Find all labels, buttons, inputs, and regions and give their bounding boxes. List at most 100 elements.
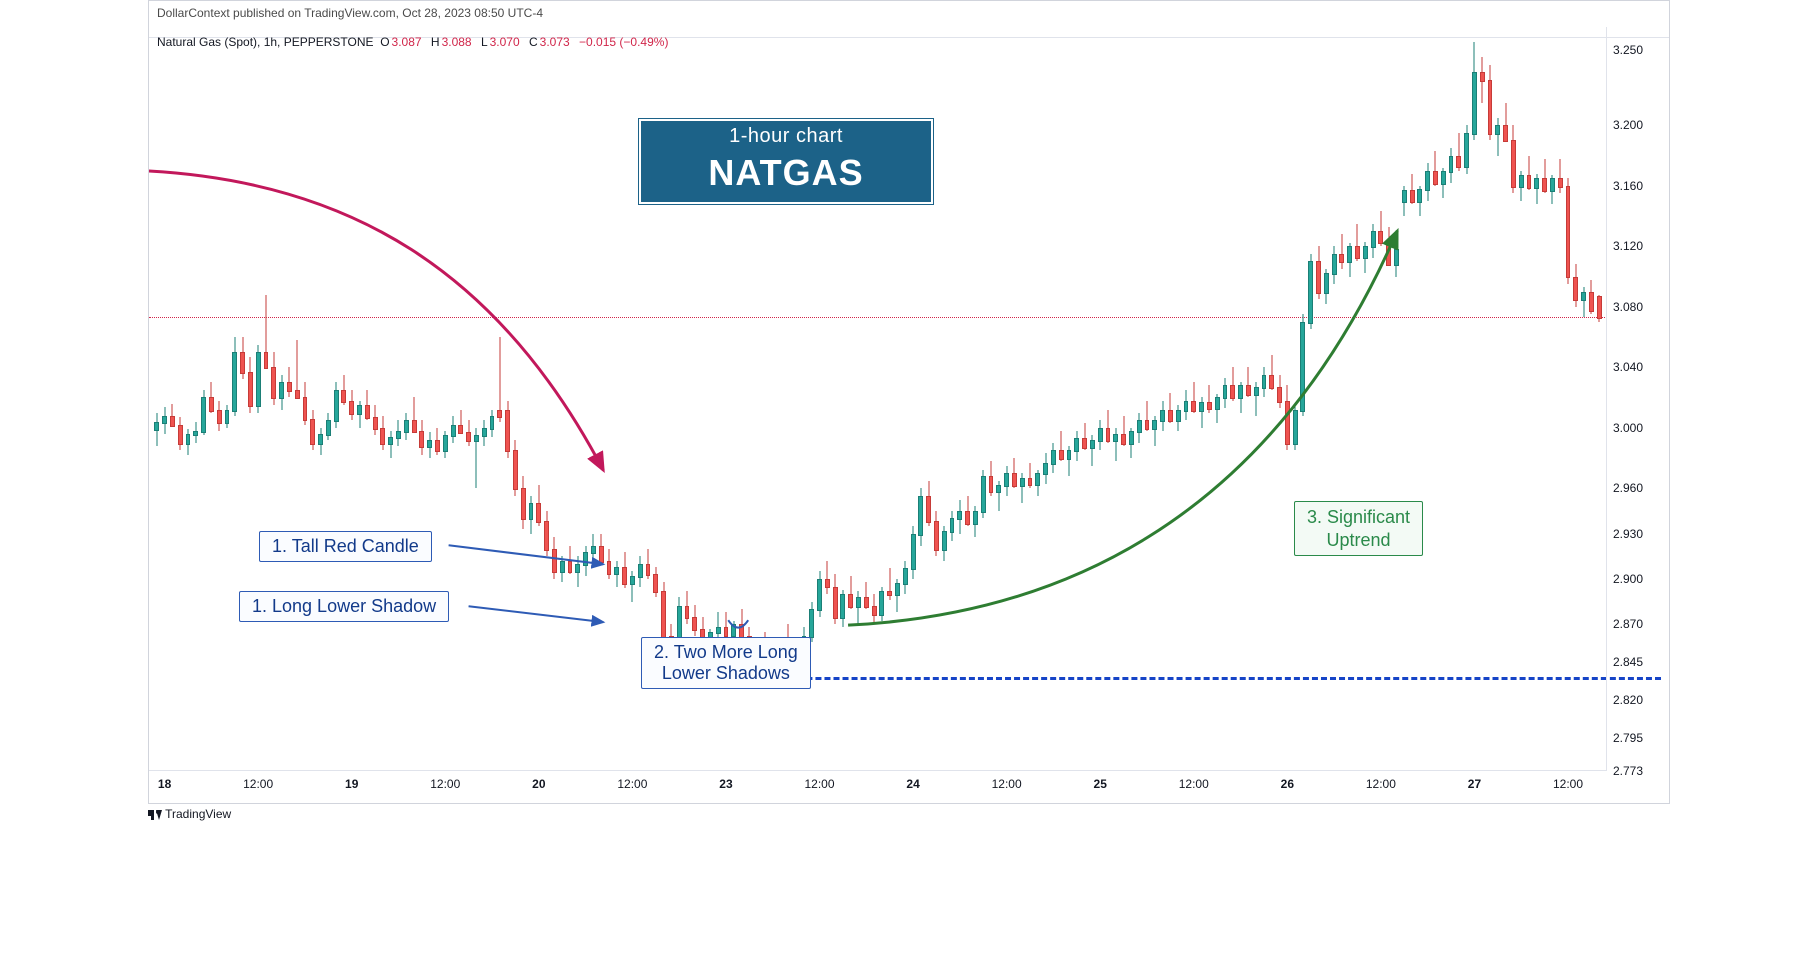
candle (1573, 27, 1578, 771)
candle (497, 27, 502, 771)
x-tick: 12:00 (617, 777, 647, 791)
candle (1215, 27, 1220, 771)
candle (1347, 27, 1352, 771)
candle (1542, 27, 1547, 771)
candle (373, 27, 378, 771)
candle (1051, 27, 1056, 771)
candle (513, 27, 518, 771)
candle (1207, 27, 1212, 771)
candle (1324, 27, 1329, 771)
footer-text: TradingView (165, 807, 231, 821)
candle (1378, 27, 1383, 771)
x-tick: 12:00 (992, 777, 1022, 791)
candle (1316, 27, 1321, 771)
x-tick: 27 (1468, 777, 1481, 791)
y-tick: 3.000 (1613, 421, 1643, 435)
candle (575, 27, 580, 771)
banner-main: NATGAS (641, 152, 931, 202)
y-tick: 2.820 (1613, 693, 1643, 707)
candle (154, 27, 159, 771)
candle (326, 27, 331, 771)
candle (536, 27, 541, 771)
candle (973, 27, 978, 771)
candle (1074, 27, 1079, 771)
y-tick: 3.160 (1613, 179, 1643, 193)
candle (1566, 27, 1571, 771)
candle (349, 27, 354, 771)
candle (404, 27, 409, 771)
candle (482, 27, 487, 771)
candle (1106, 27, 1111, 771)
candle (474, 27, 479, 771)
y-tick: 3.080 (1613, 300, 1643, 314)
candle (568, 27, 573, 771)
candle (560, 27, 565, 771)
candle (591, 27, 596, 771)
candle (1113, 27, 1118, 771)
y-axis: 3.2503.2003.1603.1203.0803.0403.0002.960… (1606, 27, 1669, 771)
chart-card: DollarContext published on TradingView.c… (148, 0, 1670, 804)
candle (1199, 27, 1204, 771)
candle (1402, 27, 1407, 771)
candle (1394, 27, 1399, 771)
x-tick: 20 (532, 777, 545, 791)
candle (232, 27, 237, 771)
candle (490, 27, 495, 771)
candle (529, 27, 534, 771)
candle (1472, 27, 1477, 771)
candle (1168, 27, 1173, 771)
candle (1043, 27, 1048, 771)
candle (186, 27, 191, 771)
candle (1511, 27, 1516, 771)
candle (552, 27, 557, 771)
candle (310, 27, 315, 771)
candle (607, 27, 612, 771)
x-tick: 23 (719, 777, 732, 791)
candle (505, 27, 510, 771)
x-tick: 24 (906, 777, 919, 791)
candle (1121, 27, 1126, 771)
x-tick: 12:00 (430, 777, 460, 791)
y-tick: 2.870 (1613, 617, 1643, 631)
candle (583, 27, 588, 771)
candle (1425, 27, 1430, 771)
x-tick: 12:00 (1553, 777, 1583, 791)
candle (1067, 27, 1072, 771)
x-tick: 26 (1281, 777, 1294, 791)
candle (1254, 27, 1259, 771)
y-tick: 2.960 (1613, 481, 1643, 495)
candle (1308, 27, 1313, 771)
candle (521, 27, 526, 771)
x-tick: 12:00 (1179, 777, 1209, 791)
candle (622, 27, 627, 771)
candle (1262, 27, 1267, 771)
candle (957, 27, 962, 771)
candle (1246, 27, 1251, 771)
candle (1238, 27, 1243, 771)
x-tick: 19 (345, 777, 358, 791)
candle (630, 27, 635, 771)
candle (599, 27, 604, 771)
candle (1371, 27, 1376, 771)
candle (248, 27, 253, 771)
candle (1035, 27, 1040, 771)
candle (1020, 27, 1025, 771)
annotation-label: 1. Long Lower Shadow (239, 591, 449, 622)
candle (1191, 27, 1196, 771)
candle (614, 27, 619, 771)
y-tick: 3.040 (1613, 360, 1643, 374)
x-axis: 1812:001912:002012:002312:002412:002512:… (149, 770, 1607, 803)
candle (1129, 27, 1134, 771)
y-tick: 3.250 (1613, 43, 1643, 57)
y-tick: 2.900 (1613, 572, 1643, 586)
candle (1285, 27, 1290, 771)
x-tick: 18 (158, 777, 171, 791)
candle (443, 27, 448, 771)
title-banner: 1-hour chartNATGAS (639, 119, 933, 204)
candle (201, 27, 206, 771)
candle (1176, 27, 1181, 771)
candle (1597, 27, 1602, 771)
y-tick: 2.795 (1613, 731, 1643, 745)
candle (334, 27, 339, 771)
candle (965, 27, 970, 771)
